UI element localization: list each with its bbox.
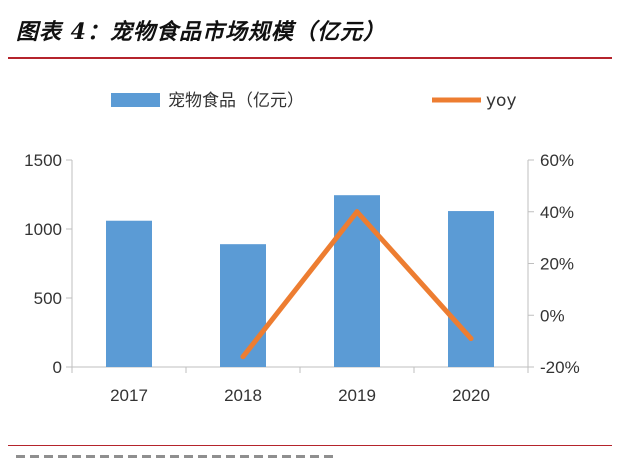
- source-note-cropped: [16, 450, 336, 459]
- yoy-line-segment: [354, 209, 474, 342]
- y-left-tick-label: 500: [34, 289, 62, 308]
- yoy-line-segment: [240, 209, 360, 360]
- yoy-point: [354, 209, 360, 215]
- x-tick-label: 2018: [224, 386, 262, 405]
- legend-swatch-bar: [111, 93, 160, 107]
- y-right-tick-label: 40%: [540, 203, 574, 222]
- x-tick-label: 2020: [452, 386, 490, 405]
- footer-divider: [8, 445, 612, 446]
- bar: [106, 220, 152, 367]
- y-left-tick-label: 1500: [24, 151, 62, 170]
- y-right-tick-label: 60%: [540, 151, 574, 170]
- yoy-point: [468, 336, 474, 342]
- title-divider: [8, 57, 612, 59]
- y-right-tick-label: 20%: [540, 255, 574, 274]
- legend-label-line: yoy: [486, 91, 517, 111]
- y-left-tick-label: 0: [53, 358, 62, 377]
- y-right-tick-label: 0%: [540, 306, 565, 325]
- yoy-point: [240, 354, 246, 360]
- x-tick-label: 2019: [338, 386, 376, 405]
- y-left-tick-label: 1000: [24, 220, 62, 239]
- legend-label-bar: 宠物食品（亿元）: [168, 91, 304, 111]
- figure-title: 图表 4：宠物食品市场规模（亿元）: [16, 19, 386, 45]
- bar: [448, 211, 494, 367]
- figure-header: 图表 4：宠物食品市场规模（亿元）: [0, 0, 617, 56]
- y-right-tick-label: -20%: [540, 358, 580, 377]
- bar: [334, 195, 380, 367]
- x-tick-label: 2017: [110, 386, 148, 405]
- bar: [220, 244, 266, 367]
